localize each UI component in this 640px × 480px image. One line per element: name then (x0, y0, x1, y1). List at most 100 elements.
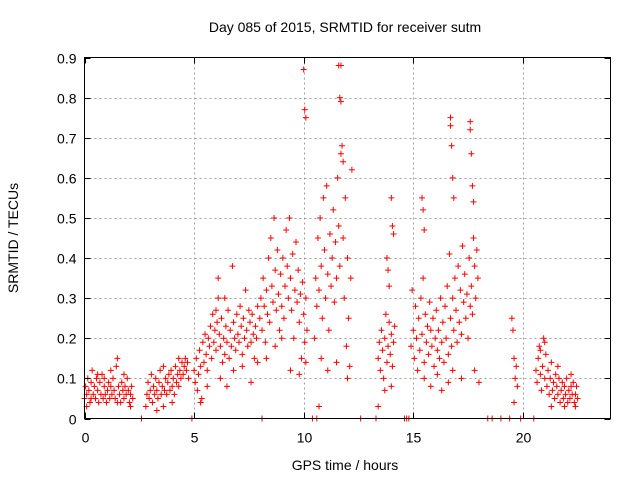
data-point (208, 355, 215, 362)
data-point (231, 335, 238, 342)
data-point (570, 379, 577, 386)
x-axis-label: GPS time / hours (292, 457, 399, 473)
data-point (457, 287, 464, 294)
data-point (443, 335, 450, 342)
data-point (166, 387, 173, 394)
data-point (302, 114, 309, 121)
data-point (381, 335, 388, 342)
data-point (573, 383, 580, 390)
data-point (316, 403, 323, 410)
data-point (427, 327, 434, 334)
x-tick-label: 10 (297, 430, 313, 446)
data-point (424, 323, 431, 330)
data-point (276, 327, 283, 334)
data-point (447, 122, 454, 129)
data-point (442, 303, 449, 310)
data-point (419, 331, 426, 338)
data-point (548, 359, 555, 366)
data-point (420, 206, 427, 213)
data-point (344, 255, 351, 262)
data-point (387, 351, 394, 358)
data-point (537, 347, 544, 354)
data-point (272, 267, 279, 274)
y-tick-label: 0.1 (57, 371, 77, 387)
data-point (266, 319, 273, 326)
data-point (104, 387, 111, 394)
data-point (330, 206, 337, 213)
data-point (181, 363, 188, 370)
data-point (249, 311, 256, 318)
data-point (239, 351, 246, 358)
data-point (546, 391, 553, 398)
data-point (152, 375, 159, 382)
data-point (191, 367, 198, 374)
data-point (318, 263, 325, 270)
data-point (223, 383, 230, 390)
data-point (469, 182, 476, 189)
data-point (324, 271, 331, 278)
data-point (337, 98, 344, 105)
data-point (209, 311, 216, 318)
y-tick-label: 0 (69, 412, 77, 428)
data-point (100, 395, 107, 402)
data-point (215, 275, 222, 282)
data-point (335, 222, 342, 229)
data-point (458, 331, 465, 338)
data-point (265, 255, 272, 262)
data-point (566, 395, 573, 402)
data-point (435, 327, 442, 334)
data-point (563, 375, 570, 382)
data-point (142, 403, 149, 410)
data-point (411, 355, 418, 362)
data-point (207, 323, 214, 330)
data-point (444, 283, 451, 290)
data-point (268, 283, 275, 290)
data-point (539, 363, 546, 370)
y-axis-label: SRMTID / TECUs (5, 183, 21, 293)
data-point (562, 391, 569, 398)
data-point (111, 387, 118, 394)
plot-frame (84, 57, 611, 419)
data-point (535, 355, 542, 362)
data-point (241, 335, 248, 342)
data-point (213, 307, 219, 314)
data-point (452, 307, 459, 314)
data-point (163, 391, 170, 398)
data-point (451, 275, 458, 282)
data-point (390, 230, 397, 237)
data-point (542, 351, 549, 358)
data-point (153, 407, 160, 414)
data-point (303, 327, 310, 334)
data-point (564, 399, 571, 406)
data-point (329, 255, 336, 262)
data-point (419, 194, 426, 201)
data-point (168, 367, 175, 374)
data-point (320, 194, 327, 201)
data-point (302, 295, 309, 302)
data-point (118, 379, 125, 386)
data-point (558, 387, 565, 394)
data-point (164, 379, 171, 386)
data-point (467, 118, 474, 125)
data-point (263, 355, 270, 362)
data-point (468, 150, 475, 157)
data-point (277, 271, 284, 278)
data-point (450, 327, 457, 334)
data-point (162, 375, 169, 382)
data-point (267, 235, 274, 241)
data-point (159, 383, 166, 390)
data-point (296, 371, 303, 378)
data-point (543, 383, 550, 390)
data-point (572, 403, 579, 410)
y-tick-label: 0.9 (57, 51, 77, 67)
data-point (271, 214, 278, 221)
data-point (434, 347, 441, 354)
data-point (450, 194, 457, 201)
data-point (390, 339, 397, 346)
data-point (290, 335, 297, 342)
data-point (169, 399, 176, 406)
data-point (248, 379, 255, 386)
data-point (346, 363, 353, 370)
data-point (273, 307, 280, 314)
